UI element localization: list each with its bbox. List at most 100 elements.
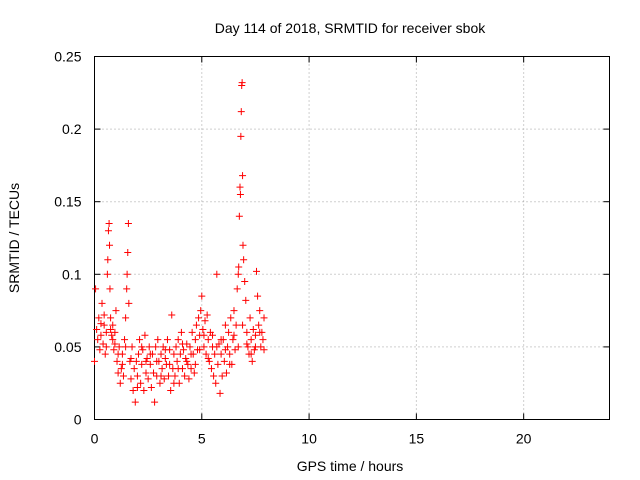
data-point xyxy=(237,132,245,140)
data-point xyxy=(133,372,141,380)
data-point xyxy=(204,355,212,363)
data-point xyxy=(151,398,159,406)
data-point xyxy=(139,346,147,354)
data-point xyxy=(102,343,110,351)
y-tick-label: 0.05 xyxy=(54,339,81,355)
data-point xyxy=(209,331,217,339)
data-point xyxy=(217,350,225,358)
data-point xyxy=(95,314,103,322)
data-point xyxy=(191,336,199,344)
data-point xyxy=(118,360,126,368)
data-point xyxy=(196,346,204,354)
chart-title: Day 114 of 2018, SRMTID for receiver sbo… xyxy=(215,20,487,36)
data-point xyxy=(127,375,135,383)
data-point xyxy=(243,328,251,336)
data-point xyxy=(105,219,113,227)
data-point xyxy=(124,249,132,257)
data-point xyxy=(102,328,110,336)
data-point xyxy=(213,270,221,278)
data-point xyxy=(124,219,132,227)
data-point xyxy=(108,331,116,339)
data-point xyxy=(106,285,114,293)
x-tick-label: 0 xyxy=(91,431,99,447)
data-point xyxy=(211,350,219,358)
data-point xyxy=(240,256,248,264)
y-tick-label: 0.15 xyxy=(54,194,81,210)
data-point xyxy=(111,328,119,336)
data-point xyxy=(123,285,131,293)
data-point xyxy=(220,357,228,365)
data-point xyxy=(136,336,144,344)
data-point xyxy=(100,321,108,329)
data-point xyxy=(112,307,120,315)
data-point xyxy=(235,263,243,271)
data-point xyxy=(230,331,238,339)
data-point xyxy=(116,379,124,387)
data-point xyxy=(143,355,151,363)
y-tick-label: 0.2 xyxy=(62,121,82,137)
data-point xyxy=(250,346,258,354)
x-axis-label: GPS time / hours xyxy=(297,458,404,474)
data-point xyxy=(119,372,127,380)
data-point xyxy=(184,360,192,368)
data-point xyxy=(104,227,112,235)
x-tick-label: 20 xyxy=(516,431,532,447)
data-point xyxy=(216,389,224,397)
data-point xyxy=(174,336,182,344)
data-point xyxy=(231,346,239,354)
data-point xyxy=(185,375,193,383)
data-point xyxy=(177,328,185,336)
data-point xyxy=(154,336,162,344)
data-point xyxy=(232,321,240,329)
data-point xyxy=(134,350,142,358)
data-point xyxy=(256,328,264,336)
data-point xyxy=(229,336,237,344)
data-point xyxy=(130,365,138,373)
data-point xyxy=(133,384,141,392)
y-tick-label: 0 xyxy=(74,412,82,428)
data-point xyxy=(97,331,105,339)
data-point xyxy=(200,343,208,351)
data-point xyxy=(251,331,259,339)
data-point xyxy=(123,270,131,278)
data-point xyxy=(260,346,268,354)
data-point xyxy=(115,343,123,351)
data-point xyxy=(146,360,154,368)
data-point xyxy=(171,372,179,380)
y-tick-label: 0.1 xyxy=(62,266,82,282)
data-point xyxy=(182,355,190,363)
data-point xyxy=(217,336,225,344)
data-point xyxy=(202,350,210,358)
data-point xyxy=(122,343,130,351)
data-point xyxy=(254,292,262,300)
data-point xyxy=(132,357,140,365)
data-point xyxy=(110,346,118,354)
data-point xyxy=(152,343,160,351)
data-point xyxy=(157,350,165,358)
data-point xyxy=(91,357,98,365)
data-point xyxy=(96,346,104,354)
data-point xyxy=(138,360,146,368)
data-point xyxy=(246,314,254,322)
data-point xyxy=(207,365,215,373)
x-tick-label: 5 xyxy=(198,431,206,447)
data-point xyxy=(156,379,164,387)
grid-lines xyxy=(94,56,610,420)
data-point xyxy=(247,350,255,358)
data-point xyxy=(244,343,252,351)
data-point xyxy=(238,79,246,87)
data-point xyxy=(200,331,208,339)
data-point xyxy=(256,307,264,315)
data-point xyxy=(131,398,139,406)
data-point xyxy=(241,278,249,286)
plot-frame xyxy=(94,56,610,420)
data-point xyxy=(226,350,234,358)
data-point xyxy=(248,357,256,365)
data-point xyxy=(222,369,230,377)
data-point xyxy=(104,256,112,264)
data-point xyxy=(170,379,178,387)
y-axis-label: SRMTID / TECUs xyxy=(6,183,22,293)
data-point xyxy=(99,340,107,348)
data-point xyxy=(172,343,180,351)
data-point xyxy=(166,360,174,368)
